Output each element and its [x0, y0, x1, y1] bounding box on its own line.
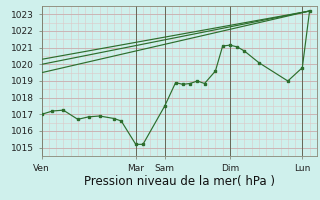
- X-axis label: Pression niveau de la mer( hPa ): Pression niveau de la mer( hPa ): [84, 175, 275, 188]
